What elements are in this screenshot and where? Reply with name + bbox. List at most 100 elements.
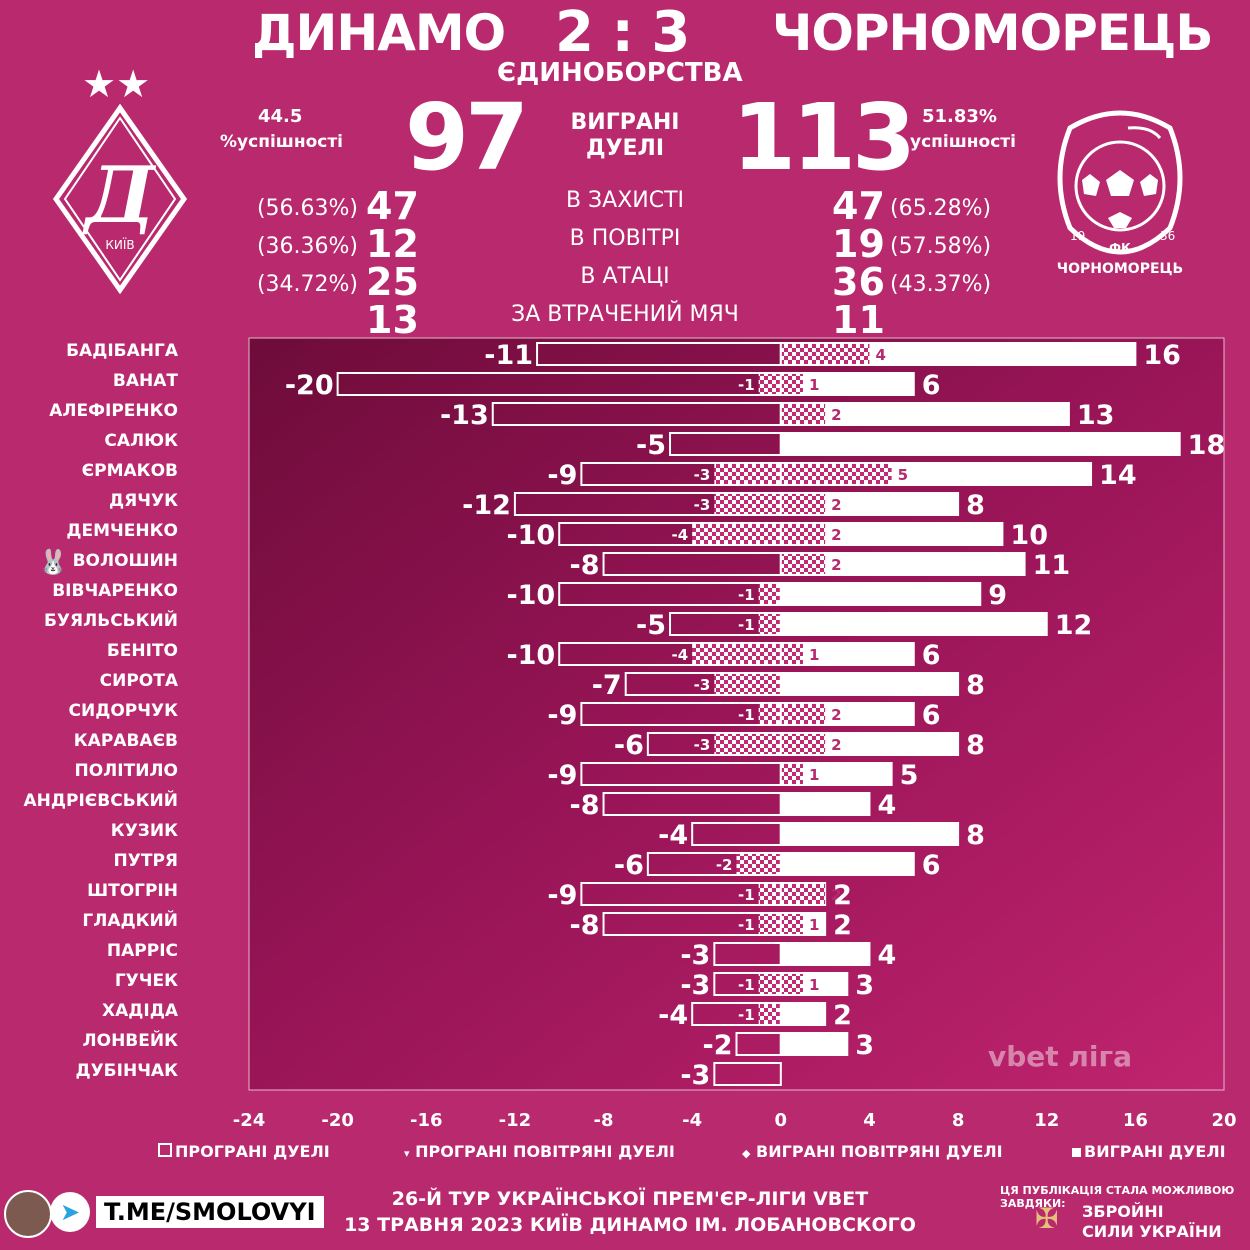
won-duels-bar [779,612,1048,636]
category-away-pct: (65.28%) [890,196,992,221]
won-aerial-label: 2 [831,706,841,724]
legend-lost-duels: ПРОГРАНІ ДУЕЛІ [158,1142,330,1161]
won-aerial-bar [781,914,803,934]
category-home-pct: (34.72%) [256,272,358,297]
player-name: ЄРМАКОВ [81,461,178,481]
lost-duels-label: -11 [484,340,533,371]
lost-aerial-bar [758,704,781,724]
won-duels-bar [779,672,960,696]
won-aerial-bar [781,734,826,754]
legend-lost-aerial: ▾ ПРОГРАНІ ПОВІТРЯНІ ДУЕЛІ [404,1142,675,1161]
player-name: ГУЧЕК [114,971,178,991]
player-name: ДУБІНЧАК [75,1061,178,1081]
lost-duels-label: -5 [636,430,666,461]
category-label: ЗА ВТРАЧЕНИЙ МЯЧ [511,302,739,327]
sponsor-line-1: ЗБРОЙНІ [1082,1202,1164,1221]
svg-text:19: 19 [1070,229,1085,243]
lost-duels-label: -20 [285,370,334,401]
lost-aerial-bar [758,914,781,934]
won-duels-label: 4 [877,940,896,971]
telegram-channel-link[interactable]: T.ME/SMOLOVYI [96,1196,324,1228]
won-duels-label-2: ДУЕЛІ [585,136,665,161]
player-name: АНДРІЄВСЬКИЙ [23,791,178,811]
won-aerial-label: 1 [809,916,819,934]
lost-aerial-bar [714,674,781,694]
won-duels-label: 6 [922,700,941,731]
won-duels-label: 4 [877,790,896,821]
player-name: КУЗИК [110,821,178,841]
lost-aerial-label: -4 [672,646,689,664]
lost-duels-label: -9 [547,700,577,731]
won-aerial-bar [781,494,826,514]
won-duels-label: 8 [966,820,985,851]
won-aerial-bar [781,344,870,364]
category-home-value: 47 [366,184,419,228]
category-away-value: 47 [832,184,885,228]
x-tick-label: -24 [233,1110,266,1131]
lost-duels-label: -7 [592,670,622,701]
won-duels-bar [779,522,1004,546]
won-aerial-bar [781,464,892,484]
player-name: СИДОРЧУК [68,701,179,721]
armed-forces-emblem-icon: ✠ [1035,1202,1059,1235]
won-aerial-label: 2 [831,736,841,754]
x-tick-label: 4 [863,1110,876,1131]
telegram-icon[interactable]: ➤ [50,1192,90,1232]
won-duels-label: 8 [966,490,985,521]
away-team-name: ЧОРНОМОРЕЦЬ [772,4,1213,62]
rabbit-icon: 🐰 [38,548,68,576]
won-duels-label: 11 [1033,550,1071,581]
player-name: КАРАВАЄВ [73,731,178,751]
category-label: В ЗАХИСТІ [565,188,685,213]
won-duels-bar [779,372,915,396]
lost-aerial-bar [714,494,781,514]
lost-aerial-label: -1 [738,886,755,904]
won-aerial-bar [781,524,826,544]
lost-aerial-label: -2 [716,856,733,874]
won-aerial-bar [781,554,826,574]
won-duels-label: 2 [833,1000,852,1031]
player-name: ГЛАДКИЙ [82,911,178,931]
footer-round: 26-Й ТУР УКРАЇНСЬКОЇ ПРЕМ'ЄР-ЛІГИ VBET [391,1188,869,1210]
x-tick-label: 20 [1211,1110,1236,1131]
lost-duels-label: -5 [636,610,666,641]
svg-text:ЧОРНОМОРЕЦЬ: ЧОРНОМОРЕЦЬ [1057,261,1183,277]
category-away-value: 36 [832,260,885,304]
page-subtitle: ЄДИНОБОРСТВА [497,58,743,88]
match-score: 2 : 3 [555,0,690,65]
player-name: БАДІБАНГА [66,341,178,361]
category-home-value: 25 [366,260,419,304]
player-name: ПОЛІТИЛО [74,761,178,781]
lost-duels-label: -4 [658,1000,688,1031]
chornomorets-logo: 19 36 ФК ЧОРНОМОРЕЦЬ [1057,110,1183,277]
category-home-pct: (56.63%) [256,196,358,221]
lost-aerial-label: -1 [738,586,755,604]
won-duels-label: 10 [1010,520,1048,551]
won-aerial-label: 1 [809,976,819,994]
sponsor-note: ЦЯ ПУБЛІКАЦІЯ СТАЛА МОЖЛИВОЮ ЗАВДЯКИ: [1000,1184,1235,1210]
won-aerial-bar [781,974,803,994]
lost-duels-label: -10 [506,580,555,611]
away-success-pct: 51.83% [922,106,997,127]
won-duels-label: 5 [900,760,919,791]
lost-duels-label: -9 [547,760,577,791]
won-duels-bar [779,642,915,666]
won-duels-label: 8 [966,730,985,761]
lost-duels-label: -6 [614,730,644,761]
lost-duels-label: -9 [547,880,577,911]
won-aerial-label: 2 [831,406,841,424]
lost-aerial-label: -4 [672,526,689,544]
lost-duels-label: -2 [703,1030,733,1061]
lost-aerial-bar [758,1004,781,1024]
category-away-value: 11 [832,298,885,342]
category-label: В ПОВІТРІ [569,226,681,251]
category-away-value: 19 [832,222,885,266]
lost-aerial-bar [714,734,781,754]
legend-swatch-lost-aerial: ▾ [404,1147,410,1160]
won-duels-label: 14 [1099,460,1137,491]
lost-aerial-label: -1 [738,916,755,934]
svg-text:36: 36 [1160,229,1175,243]
won-aerial-bar [781,644,803,664]
lost-aerial-bar [714,464,781,484]
lost-aerial-label: -1 [738,706,755,724]
